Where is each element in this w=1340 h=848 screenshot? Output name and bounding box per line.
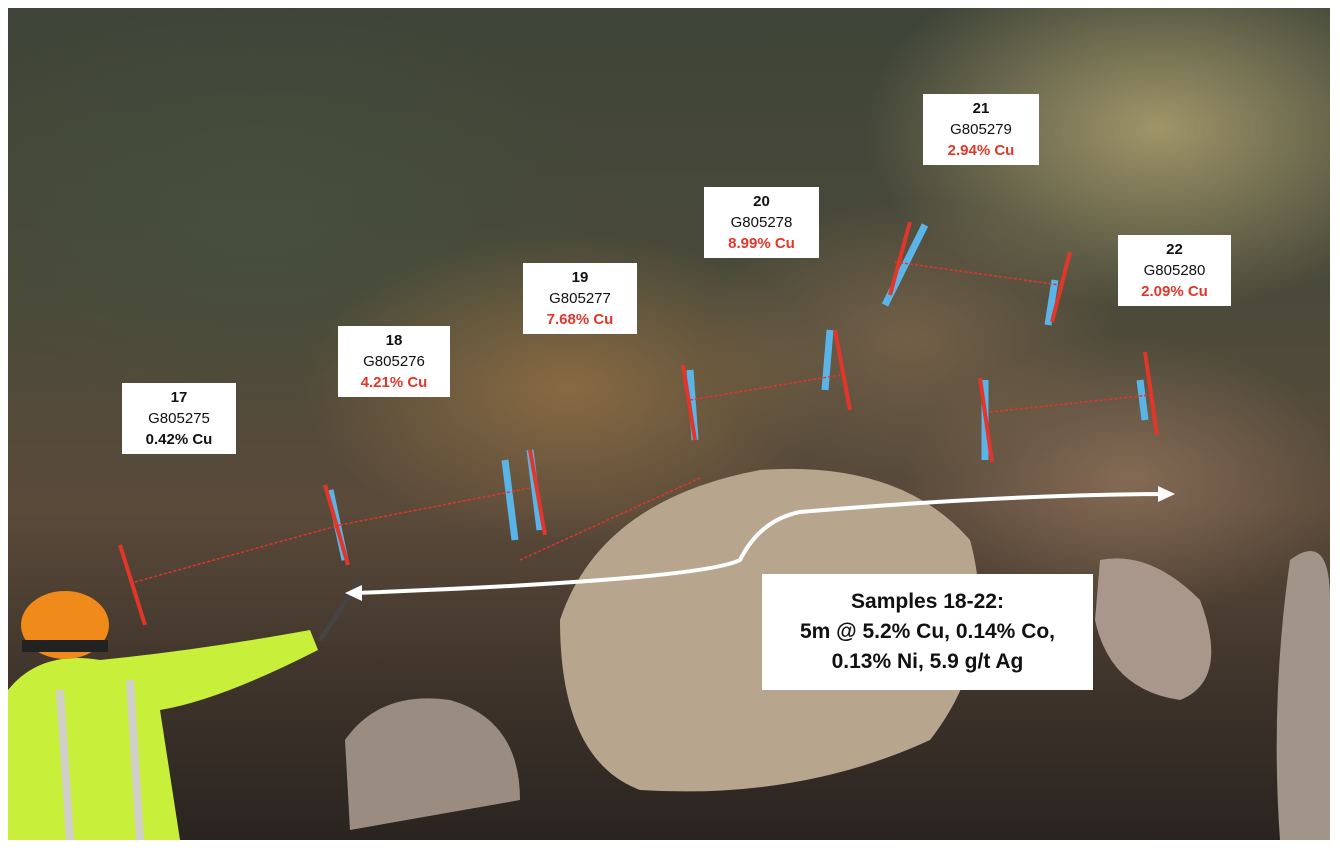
sample-id: G805279: [950, 121, 1012, 138]
arrow-head-left: [345, 585, 362, 601]
sample-interval-markers: [118, 221, 1159, 626]
sample-label-22: 22 G805280 2.09% Cu: [1118, 235, 1231, 306]
rock: [1276, 551, 1330, 840]
summary-box: Samples 18-22: 5m @ 5.2% Cu, 0.14% Co, 0…: [762, 574, 1093, 690]
sample-number: 19: [571, 269, 589, 286]
sample-number: 17: [170, 389, 188, 406]
sample-interval-line: [339, 487, 531, 526]
sample-grade: 8.99% Cu: [728, 235, 795, 252]
sample-grade: 7.68% Cu: [546, 311, 614, 328]
sample-label-20: 20 G805278 8.99% Cu: [704, 187, 819, 258]
interval-end-marker: [118, 544, 147, 626]
interval-end-marker: [978, 377, 994, 463]
sample-label-21: 21 G805279 2.94% Cu: [923, 94, 1039, 165]
interval-end-marker: [1143, 351, 1159, 436]
sample-id: G805280: [1143, 262, 1206, 279]
interval-end-marker: [1050, 251, 1072, 323]
blue-paint-mark: [1136, 379, 1149, 421]
sample-grade: 4.21% Cu: [360, 374, 428, 391]
sample-label-17: 17 G805275 0.42% Cu: [122, 383, 236, 454]
rock: [345, 698, 520, 830]
sample-id: G805275: [148, 410, 210, 427]
sample-id: G805277: [549, 290, 611, 307]
sample-number: 20: [753, 193, 770, 210]
interval-end-marker: [681, 364, 697, 441]
sample-id: G805278: [730, 214, 793, 231]
sample-interval-line: [134, 524, 341, 583]
rock: [1095, 558, 1212, 700]
sample-number: 18: [385, 332, 403, 349]
sample-interval-line: [519, 477, 701, 561]
sample-interval-line: [989, 394, 1151, 413]
interval-end-marker: [888, 221, 912, 296]
sample-label-18: 18 G805276 4.21% Cu: [338, 326, 450, 397]
sample-grade: 2.94% Cu: [947, 142, 1015, 159]
blue-paint-mark: [501, 459, 519, 541]
sample-number: 22: [1166, 241, 1183, 258]
geologist-figure: [8, 578, 363, 841]
summary-result: 0.13% Ni, 5.9 g/t Ag: [831, 650, 1024, 673]
sample-interval-line: [894, 261, 1061, 286]
summary-result: 5m @ 5.2% Cu, 0.14% Co,: [799, 620, 1056, 643]
sample-span-arrow: [354, 492, 1163, 595]
sample-label-19: 19 G805277 7.68% Cu: [523, 263, 637, 334]
sample-grade: 0.42% Cu: [145, 431, 213, 448]
interval-end-marker: [323, 484, 350, 566]
summary-title: Samples 18-22:: [851, 590, 1004, 613]
blue-paint-mark: [1044, 279, 1059, 326]
sample-id: G805276: [363, 353, 425, 370]
blue-paint-mark: [821, 329, 834, 391]
interval-end-marker: [833, 329, 852, 411]
arrow-head-right: [1158, 486, 1175, 502]
sample-grade: 2.09% Cu: [1141, 283, 1208, 300]
sample-number: 21: [972, 100, 990, 117]
interval-end-marker: [528, 449, 547, 536]
sample-interval-line: [689, 374, 841, 401]
